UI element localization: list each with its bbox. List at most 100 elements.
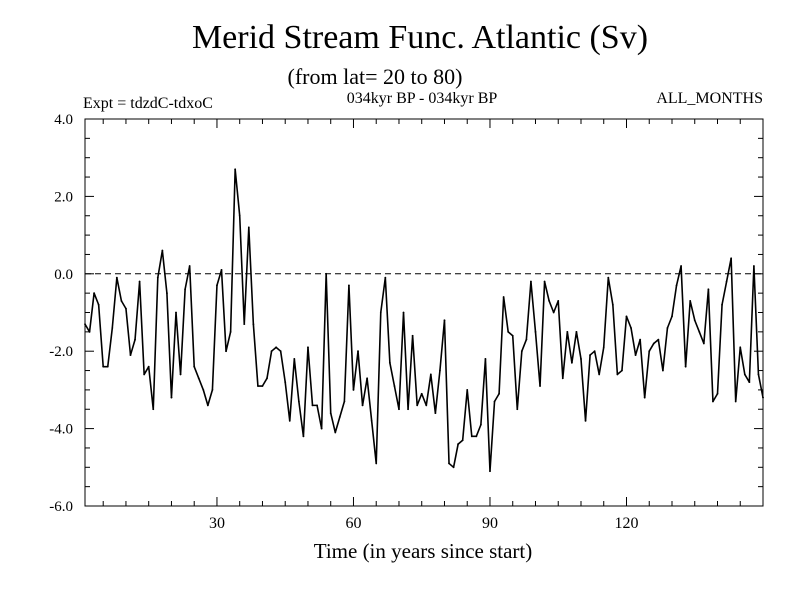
data-point xyxy=(302,435,305,438)
data-point xyxy=(261,385,264,387)
data-point xyxy=(202,389,205,391)
data-point xyxy=(661,369,664,372)
x-tick-label: 120 xyxy=(614,515,638,532)
data-point xyxy=(552,311,555,314)
data-point xyxy=(225,350,227,353)
data-point xyxy=(689,299,692,302)
data-point xyxy=(156,276,159,279)
data-point xyxy=(716,392,719,395)
data-point xyxy=(493,400,496,403)
data-point xyxy=(338,416,341,418)
data-point xyxy=(361,404,364,407)
data-point xyxy=(734,400,737,403)
data-point xyxy=(693,319,696,322)
data-point xyxy=(370,419,373,422)
data-point xyxy=(721,303,723,306)
data-point xyxy=(752,265,755,267)
data-point xyxy=(434,412,437,415)
data-point xyxy=(489,470,491,473)
data-point xyxy=(211,389,214,391)
data-point xyxy=(475,435,478,438)
data-point xyxy=(134,338,136,341)
data-point xyxy=(106,365,109,368)
data-point xyxy=(320,427,323,430)
data-point xyxy=(589,354,591,356)
data-point xyxy=(416,404,419,407)
chart-subtitle: (from lat= 20 to 80) xyxy=(288,64,463,89)
data-point xyxy=(93,292,96,295)
data-point xyxy=(739,346,742,349)
x-tick-label: 90 xyxy=(482,515,498,532)
data-point xyxy=(348,284,350,287)
data-point xyxy=(229,330,232,333)
data-point xyxy=(730,257,733,260)
data-point xyxy=(129,354,132,356)
y-tick-label: 0.0 xyxy=(54,267,73,283)
data-point xyxy=(748,381,751,384)
data-point xyxy=(702,342,705,345)
data-point xyxy=(598,373,601,376)
y-tick-label: -4.0 xyxy=(49,422,73,438)
data-point xyxy=(407,408,409,411)
data-point xyxy=(334,431,337,434)
data-point xyxy=(439,369,441,372)
data-point xyxy=(343,400,346,403)
data-point xyxy=(520,350,523,353)
data-point xyxy=(602,346,605,349)
data-point xyxy=(216,284,218,287)
data-point xyxy=(115,276,118,279)
data-point xyxy=(539,385,541,387)
data-point xyxy=(243,323,246,326)
data-point xyxy=(648,350,651,353)
y-tick-label: 4.0 xyxy=(54,112,73,128)
data-point xyxy=(143,373,146,376)
data-point xyxy=(502,296,505,298)
data-point xyxy=(252,323,255,326)
data-point xyxy=(625,315,628,318)
data-point xyxy=(466,389,469,391)
data-point xyxy=(725,280,728,283)
data-point xyxy=(152,408,155,411)
data-point xyxy=(147,365,150,368)
data-point xyxy=(411,334,414,337)
data-point xyxy=(316,404,318,407)
data-point xyxy=(675,284,678,287)
x-tick-label: 60 xyxy=(345,515,361,532)
data-point xyxy=(712,400,714,403)
data-point xyxy=(516,408,519,411)
data-point xyxy=(125,307,127,310)
data-point xyxy=(570,361,573,364)
data-point xyxy=(507,330,510,333)
data-point xyxy=(238,214,241,217)
data-point xyxy=(698,330,701,333)
data-point xyxy=(311,404,314,407)
data-point xyxy=(279,350,282,353)
data-point xyxy=(234,168,237,171)
data-point xyxy=(684,365,687,368)
data-point xyxy=(357,350,359,353)
period-label: 034kyr BP - 034kyr BP xyxy=(347,90,498,107)
data-point xyxy=(138,280,141,283)
data-point xyxy=(575,330,578,333)
data-point xyxy=(247,226,250,229)
data-point xyxy=(525,338,528,341)
data-point xyxy=(671,315,673,318)
data-point xyxy=(630,327,632,329)
data-point xyxy=(498,392,500,395)
data-point xyxy=(352,389,355,391)
data-point xyxy=(379,311,382,314)
data-point xyxy=(548,299,551,302)
data-point xyxy=(543,280,546,283)
data-point xyxy=(743,373,746,376)
data-point xyxy=(175,311,177,314)
data-point xyxy=(111,327,114,329)
data-point xyxy=(616,373,619,376)
data-point xyxy=(197,377,200,380)
y-tick-label: -6.0 xyxy=(49,499,73,515)
data-point xyxy=(621,369,623,372)
data-point xyxy=(97,303,100,306)
data-point xyxy=(443,319,446,322)
data-point xyxy=(707,288,710,291)
